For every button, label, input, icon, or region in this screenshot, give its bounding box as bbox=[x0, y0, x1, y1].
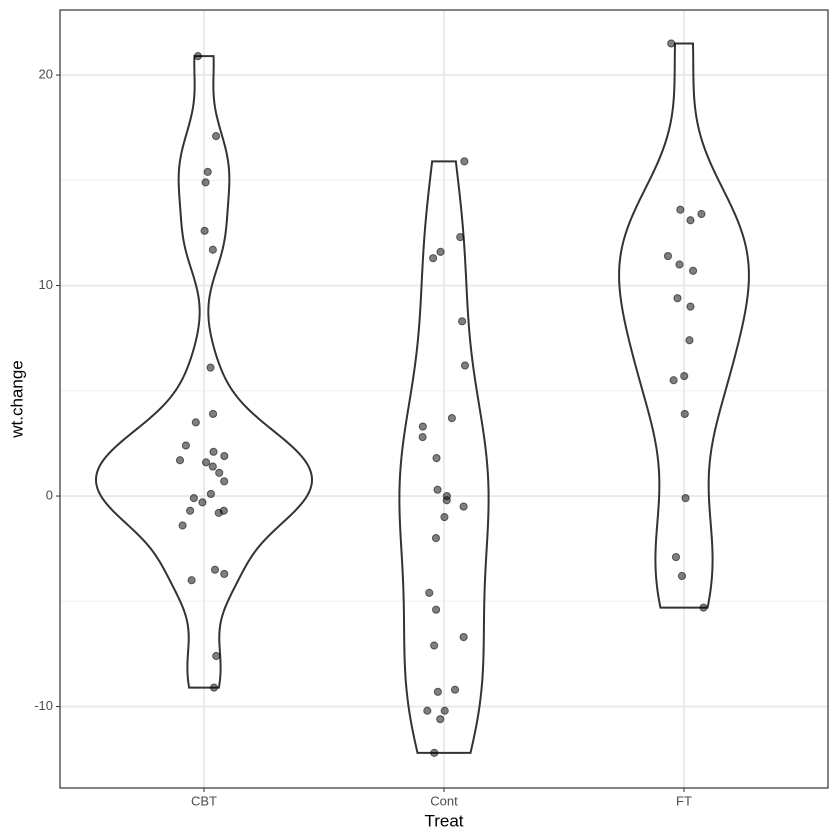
x-tick-label: Cont bbox=[430, 793, 458, 808]
point bbox=[431, 534, 441, 543]
point bbox=[208, 409, 218, 419]
point bbox=[200, 226, 209, 235]
x-tick-label: FT bbox=[676, 793, 692, 808]
point bbox=[208, 462, 217, 471]
point bbox=[208, 245, 217, 254]
y-tick-label: -10 bbox=[34, 698, 53, 713]
point bbox=[431, 605, 441, 614]
point bbox=[175, 456, 185, 465]
point bbox=[699, 603, 708, 612]
point bbox=[432, 454, 441, 463]
point bbox=[675, 260, 684, 269]
point bbox=[209, 683, 219, 692]
point bbox=[220, 477, 229, 486]
point bbox=[193, 51, 203, 61]
point bbox=[211, 131, 221, 141]
point bbox=[198, 498, 207, 507]
point bbox=[440, 512, 449, 522]
point bbox=[669, 376, 678, 385]
point bbox=[460, 361, 470, 370]
point bbox=[671, 552, 681, 562]
point bbox=[458, 317, 467, 326]
point bbox=[433, 687, 442, 696]
violin bbox=[398, 160, 490, 754]
point bbox=[418, 422, 427, 431]
point bbox=[459, 632, 468, 642]
y-tick-label: 0 bbox=[46, 487, 53, 502]
point bbox=[673, 294, 682, 303]
point bbox=[667, 39, 676, 48]
point bbox=[210, 565, 220, 574]
point bbox=[456, 233, 465, 242]
point bbox=[442, 491, 452, 501]
point bbox=[440, 706, 449, 715]
point bbox=[460, 157, 469, 166]
point bbox=[681, 494, 690, 503]
point bbox=[686, 216, 695, 225]
point bbox=[680, 371, 689, 381]
point bbox=[215, 468, 224, 477]
point bbox=[447, 414, 456, 423]
point bbox=[178, 521, 187, 530]
point bbox=[433, 485, 442, 494]
point bbox=[430, 748, 439, 757]
point bbox=[219, 506, 228, 515]
point bbox=[186, 506, 195, 515]
y-axis-title: wt.change bbox=[7, 360, 26, 439]
point bbox=[697, 209, 706, 219]
point bbox=[187, 576, 196, 585]
point bbox=[189, 494, 198, 503]
point bbox=[680, 409, 689, 419]
point bbox=[688, 266, 698, 275]
marks bbox=[94, 39, 750, 757]
y-tick-label: 20 bbox=[39, 66, 53, 81]
point bbox=[685, 336, 694, 345]
point bbox=[201, 178, 210, 187]
point bbox=[663, 251, 673, 261]
x-axis-title: Treat bbox=[424, 811, 463, 830]
point bbox=[686, 302, 695, 311]
point bbox=[418, 433, 427, 442]
point bbox=[212, 651, 221, 661]
point bbox=[220, 451, 229, 461]
point bbox=[425, 588, 434, 597]
point bbox=[206, 489, 216, 499]
point bbox=[677, 571, 687, 581]
point bbox=[220, 569, 229, 579]
point bbox=[191, 418, 200, 427]
point bbox=[430, 641, 439, 650]
point bbox=[459, 502, 468, 511]
point bbox=[429, 254, 438, 263]
point bbox=[209, 447, 218, 456]
point bbox=[181, 441, 190, 450]
point bbox=[436, 715, 445, 724]
y-tick-label: 10 bbox=[39, 277, 53, 292]
point bbox=[203, 167, 212, 176]
point bbox=[450, 685, 460, 694]
point bbox=[206, 363, 215, 372]
point bbox=[201, 458, 211, 467]
point bbox=[423, 706, 432, 715]
x-tick-label: CBT bbox=[191, 793, 217, 808]
point bbox=[436, 247, 445, 256]
point bbox=[676, 205, 685, 214]
